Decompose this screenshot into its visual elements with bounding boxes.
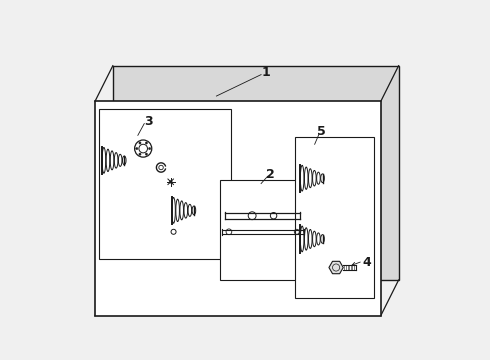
Text: 4: 4 (362, 256, 371, 269)
Text: 2: 2 (266, 168, 274, 181)
Polygon shape (295, 137, 373, 298)
Polygon shape (95, 102, 381, 316)
Text: 3: 3 (144, 114, 153, 127)
Polygon shape (113, 66, 398, 280)
Text: 5: 5 (318, 125, 326, 138)
Polygon shape (98, 109, 231, 258)
Polygon shape (329, 261, 343, 274)
Circle shape (148, 148, 151, 150)
Circle shape (146, 153, 147, 155)
Circle shape (139, 153, 141, 155)
Circle shape (146, 142, 147, 144)
Circle shape (139, 142, 141, 144)
Circle shape (136, 148, 138, 150)
Polygon shape (220, 180, 306, 280)
Text: 1: 1 (262, 66, 271, 79)
